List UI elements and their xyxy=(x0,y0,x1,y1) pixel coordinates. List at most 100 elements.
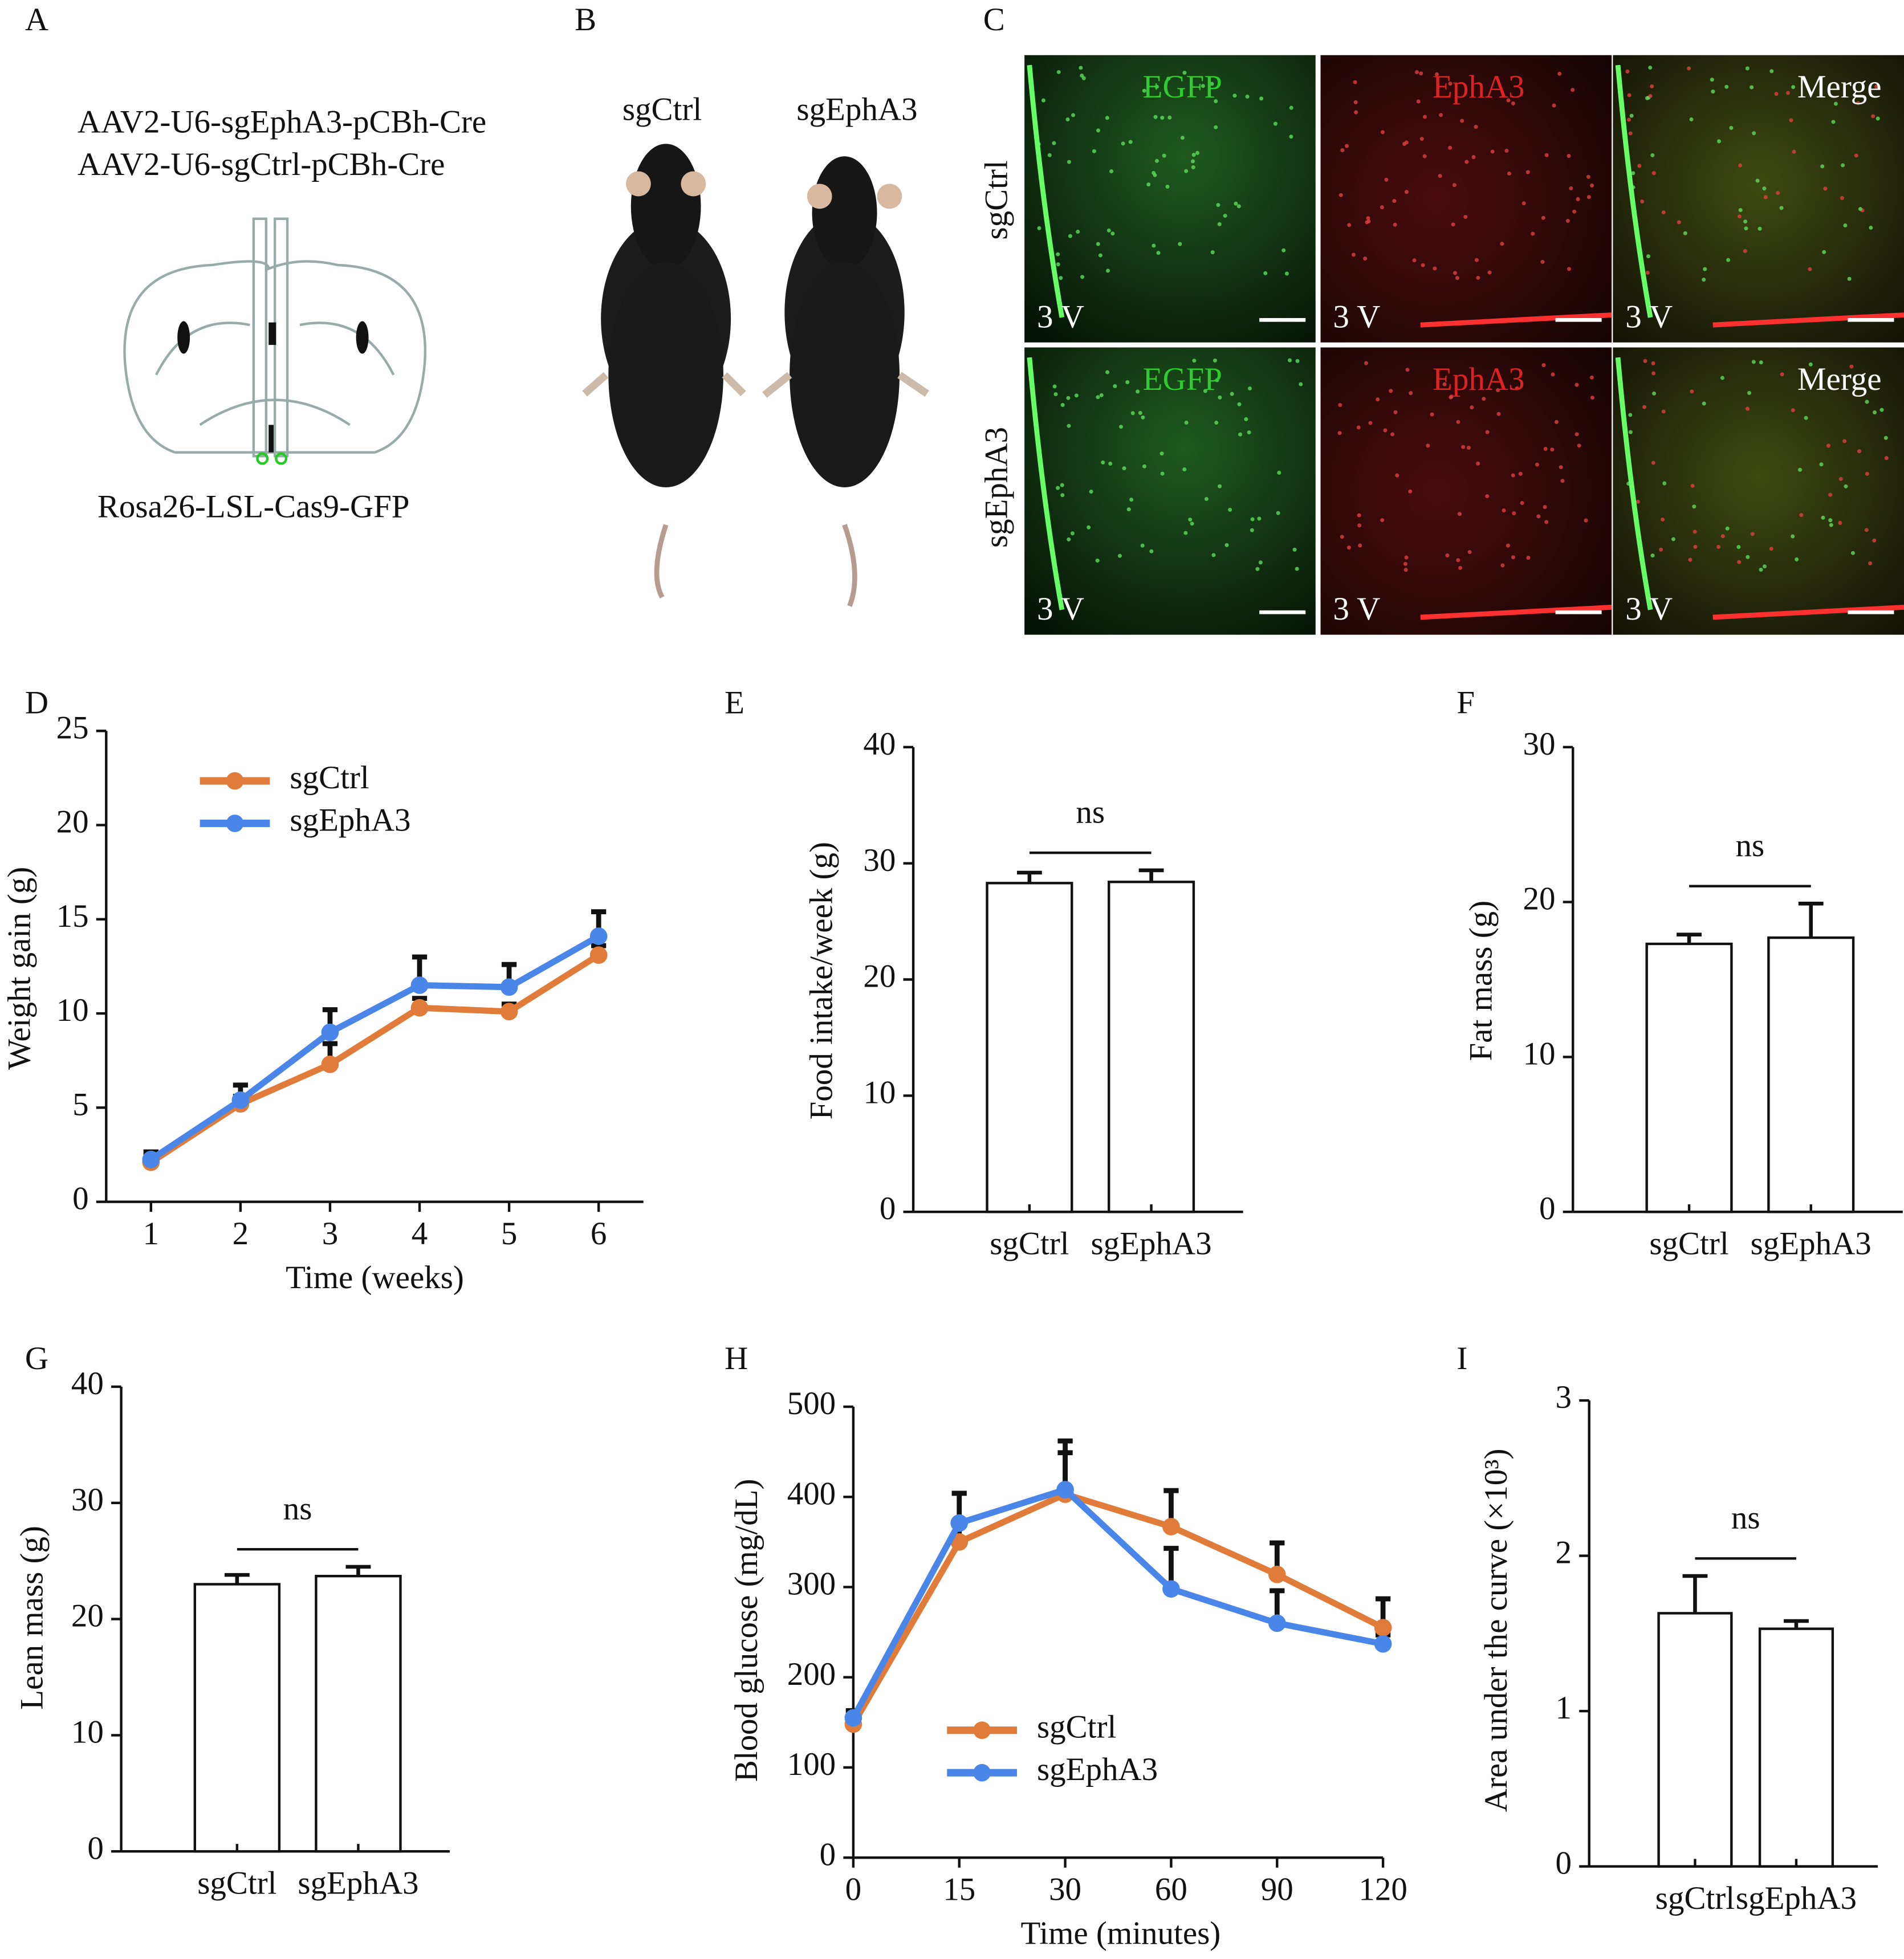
cell-signal xyxy=(1364,361,1369,365)
cell-signal xyxy=(1823,186,1828,191)
y-tick-label: 200 xyxy=(787,1656,836,1692)
cell-signal xyxy=(1165,185,1170,189)
y-axis-label: Fat mass (g) xyxy=(1463,901,1499,1061)
injection-site xyxy=(256,452,269,465)
cell-signal xyxy=(1840,196,1844,200)
line xyxy=(851,1486,1384,1720)
cell-signal xyxy=(1541,363,1546,368)
error-bar xyxy=(1798,902,1824,938)
cell-signal xyxy=(1795,557,1799,561)
cell-signal xyxy=(1829,523,1833,527)
significance-label: ns xyxy=(283,1491,312,1527)
cell-signal xyxy=(1521,201,1526,206)
point xyxy=(1162,1580,1180,1598)
cell-signal xyxy=(1659,547,1663,552)
y-tick-label: 30 xyxy=(71,1482,104,1518)
y-tick-label: 30 xyxy=(863,842,896,878)
cell-signal xyxy=(1419,137,1424,141)
cell-signal xyxy=(1125,380,1130,385)
x-tick-label: 60 xyxy=(1155,1872,1187,1908)
cell-signal xyxy=(1277,470,1281,475)
cell-signal xyxy=(1744,226,1748,231)
x-tick-label: sgCtrl xyxy=(197,1866,276,1901)
cell-signal xyxy=(1461,445,1466,449)
cell-signal xyxy=(1101,460,1105,465)
cell-signal xyxy=(1650,553,1655,558)
cell-signal xyxy=(1820,164,1825,169)
point xyxy=(1268,1566,1286,1583)
x-tick-label: 15 xyxy=(943,1872,975,1908)
cell-signal xyxy=(1095,558,1100,563)
cell-signal xyxy=(1661,409,1666,414)
mouse-photo xyxy=(582,144,746,598)
cell-signal xyxy=(1295,567,1299,571)
bar xyxy=(1758,1627,1834,1868)
x-tick-label: sgEphA3 xyxy=(1751,1226,1872,1262)
region-label: 3 V xyxy=(1333,299,1380,335)
cell-signal xyxy=(1346,545,1351,550)
cell-signal xyxy=(1130,411,1135,416)
y-tick-label: 30 xyxy=(1523,726,1556,762)
cell-signal xyxy=(1500,563,1505,568)
error-bar xyxy=(1138,868,1164,882)
cell-signal xyxy=(1531,231,1535,236)
cell-signal xyxy=(1096,128,1101,133)
cell-signal xyxy=(1409,391,1413,396)
cell-signal xyxy=(1850,551,1855,555)
cell-signal xyxy=(1526,556,1531,560)
cell-signal xyxy=(1838,476,1843,481)
cell-signal xyxy=(1192,359,1197,363)
x-tick-label: 5 xyxy=(501,1216,517,1252)
cell-signal xyxy=(1693,530,1697,534)
cell-signal xyxy=(1098,253,1102,258)
cell-signal xyxy=(1627,117,1632,122)
cell-signal xyxy=(1110,231,1115,236)
point xyxy=(589,927,608,945)
cell-signal xyxy=(1589,375,1594,380)
cell-signal xyxy=(1883,435,1888,440)
y-tick-label: 25 xyxy=(56,710,89,746)
cell-signal xyxy=(1725,526,1730,531)
cell-signal xyxy=(1099,393,1104,397)
y-tick-label: 20 xyxy=(1523,881,1556,917)
cell-signal xyxy=(1345,144,1349,148)
micrograph xyxy=(1320,55,1612,343)
cell-signal xyxy=(1864,528,1869,532)
cell-signal xyxy=(1662,481,1667,486)
cell-signal xyxy=(1149,549,1154,553)
cell-signal xyxy=(1430,412,1434,417)
cell-signal xyxy=(1204,496,1209,501)
panel-letter: A xyxy=(25,2,48,38)
ventricle-edge xyxy=(1027,64,1065,318)
cell-signal xyxy=(1287,358,1292,363)
cell-signal xyxy=(1791,534,1795,539)
cell-signal xyxy=(1366,216,1370,221)
cell-signal xyxy=(1631,171,1636,176)
cell-signal xyxy=(1808,267,1812,271)
cell-signal xyxy=(1184,421,1189,425)
point xyxy=(500,978,518,996)
cell-signal xyxy=(1059,276,1063,280)
y-axis-label: Area under the curve (×10³) xyxy=(1478,1449,1514,1813)
cell-signal xyxy=(1056,70,1061,74)
cell-signal xyxy=(1230,392,1234,396)
mouse-line-label: Rosa26-LSL-Cas9-GFP xyxy=(97,489,410,525)
cell-signal xyxy=(1683,231,1687,235)
y-tick-label: 0 xyxy=(1556,1846,1572,1881)
cell-signal xyxy=(1403,561,1407,566)
cell-signal xyxy=(1804,416,1808,420)
ventricle-edge xyxy=(1615,64,1653,318)
cell-signal xyxy=(1474,258,1479,262)
construct-label: AAV2-U6-sgEphA3-pCBh-Cre xyxy=(78,104,486,140)
cell-signal xyxy=(1799,513,1804,518)
point xyxy=(321,1056,339,1073)
cell-signal xyxy=(1106,268,1110,273)
panel-letter: E xyxy=(725,685,744,721)
cell-signal xyxy=(1689,117,1694,121)
cell-signal xyxy=(1482,397,1486,401)
cell-signal xyxy=(1651,461,1655,465)
cell-signal xyxy=(1636,499,1640,504)
point xyxy=(844,1709,863,1727)
y-tick-label: 10 xyxy=(1523,1036,1556,1072)
